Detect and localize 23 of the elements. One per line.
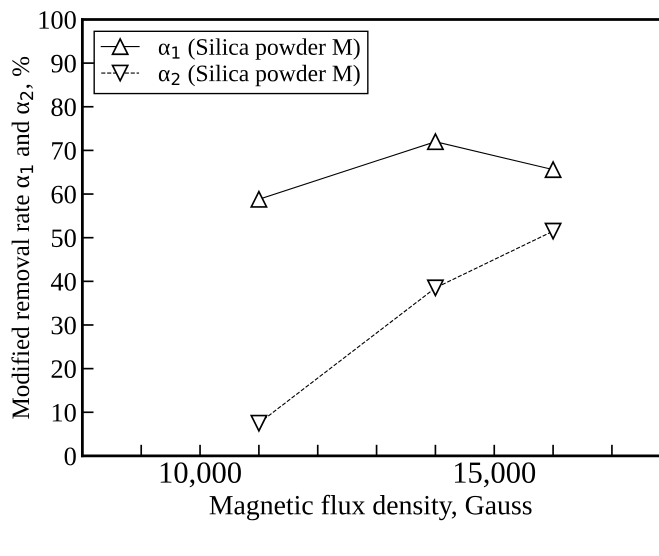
legend-label: α$_{2}$ (Silica powder M) [158,64,360,86]
point [544,161,562,178]
point [426,133,444,150]
y-tick-label: 40 [50,272,76,291]
point [250,414,268,432]
point [544,222,562,240]
point [426,279,444,296]
y-tick-label: 20 [52,360,76,378]
legend-label: α$_{1}$ (Silica powder M) [158,38,360,60]
y-tick-label: 10 [52,404,76,422]
y-tick-label: 80 [51,98,76,116]
y-tick-label: 0 [64,448,76,466]
y-tick-label: 30 [52,316,76,334]
y-tick-label: 60 [52,186,76,204]
y-tick-label: 100 [40,11,76,29]
y-axis-title: Modified removal rate α$_{1}$ and α$_{2}$, % [11,56,34,419]
y-tick-label: 50 [52,229,76,248]
point [250,190,268,208]
y-tick-label: 90 [51,54,76,73]
x-tick-label: 10,000 [160,462,241,488]
x-tick-label: 15,000 [454,462,536,488]
y-tick-label: 70 [52,142,76,160]
x-axis-title: Magnetic flux density, Gauss [210,494,532,520]
